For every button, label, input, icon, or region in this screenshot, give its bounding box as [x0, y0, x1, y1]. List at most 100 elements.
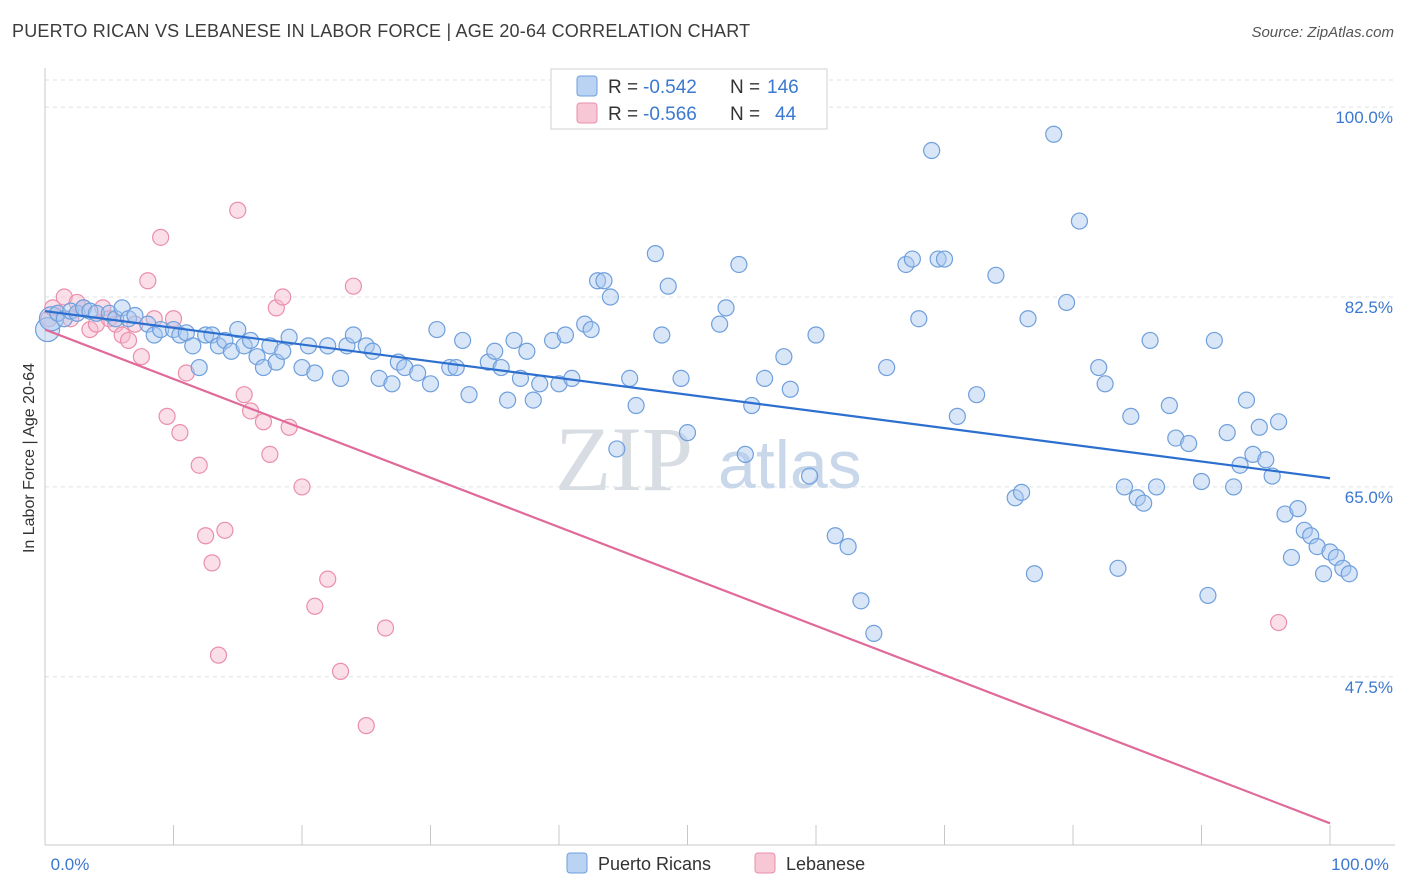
- lebanese-point-28: [229, 201, 247, 219]
- puerto-rican-point-120: [1141, 331, 1159, 350]
- puerto-rican-point-66: [550, 375, 568, 393]
- lebanese-point-26: [209, 646, 228, 664]
- source-label: Source: ZipAtlas.com: [1251, 24, 1394, 41]
- puerto-rican-point-101: [929, 250, 947, 268]
- puerto-rican-point-138: [1282, 548, 1301, 567]
- puerto-rican-point-105: [987, 266, 1005, 284]
- puerto-rican-point-21: [190, 358, 208, 377]
- puerto-rican-point-110: [1045, 125, 1063, 143]
- puerto-rican-point-7: [81, 302, 99, 320]
- puerto-rican-point-83: [717, 299, 735, 317]
- puerto-rican-point-113: [1090, 358, 1108, 377]
- puerto-rican-point-119: [1135, 494, 1153, 512]
- puerto-rican-point-71: [588, 272, 607, 290]
- puerto-rican-point-100: [923, 141, 941, 160]
- puerto-rican-point-137: [1276, 505, 1294, 523]
- puerto-rican-point-31: [254, 358, 273, 377]
- watermark-zip: ZIP: [555, 408, 693, 510]
- puerto-rican-point-42: [344, 326, 362, 344]
- puerto-rican-point-48: [396, 358, 414, 377]
- puerto-rican-point-114: [1096, 375, 1114, 393]
- lebanese-point-15: [132, 348, 150, 366]
- puerto-rican-point-33: [267, 353, 285, 371]
- lebanese-point-29: [235, 386, 253, 404]
- watermark: ZIP atlas: [555, 408, 862, 510]
- y-axis-label: In Labor Force | Age 20-64: [21, 363, 38, 553]
- puerto-rican-point-63: [524, 391, 542, 409]
- puerto-rican-point-128: [1218, 424, 1236, 442]
- puerto-rican-point-112: [1070, 212, 1089, 230]
- y-tick-label-3: 100.0%: [1335, 108, 1393, 127]
- puerto-rican-point-77: [646, 245, 664, 263]
- puerto-rican-point-145: [1327, 548, 1346, 567]
- puerto-rican-point-93: [839, 537, 857, 556]
- lebanese-point-21: [171, 424, 189, 442]
- puerto-rican-point-122: [1160, 396, 1178, 415]
- puerto-rican-point-74: [608, 440, 626, 458]
- puerto-rican-point-65: [543, 331, 562, 350]
- chart-title: PUERTO RICAN VS LEBANESE IN LABOR FORCE …: [12, 21, 751, 41]
- lebanese-point-23: [190, 456, 208, 474]
- legend-r-label-1: R =: [608, 77, 638, 98]
- puerto-rican-point-50: [421, 375, 440, 393]
- puerto-rican-point-40: [331, 369, 350, 388]
- puerto-rican-point-116: [1115, 478, 1134, 496]
- legend-swatch-pink: [576, 102, 598, 124]
- puerto-rican-point-18: [171, 326, 189, 344]
- series-legend: Puerto Ricans Lebanese: [566, 852, 865, 874]
- puerto-rican-point-56: [479, 353, 497, 371]
- puerto-rican-point-85: [736, 445, 754, 463]
- puerto-rican-point-147: [1340, 565, 1358, 583]
- puerto-rican-point-20: [184, 337, 202, 355]
- puerto-rican-point-115: [1109, 559, 1127, 577]
- x-tick-label-max: 100.0%: [1331, 855, 1389, 874]
- puerto-rican-point-75: [621, 369, 639, 388]
- puerto-rican-point-107: [1012, 483, 1031, 501]
- puerto-rican-point-79: [659, 277, 677, 295]
- legend-n-label-2: N =: [730, 104, 760, 125]
- puerto-rican-point-25: [216, 331, 234, 350]
- puerto-rican-point-109: [1025, 565, 1044, 583]
- lebanese-point-41: [357, 717, 375, 735]
- puerto-rican-point-89: [781, 380, 799, 398]
- puerto-rican-point-104: [968, 386, 986, 404]
- puerto-rican-point-45: [370, 369, 388, 388]
- puerto-rican-point-117: [1122, 407, 1140, 425]
- lebanese-point-19: [158, 407, 176, 425]
- puerto-rican-point-80: [672, 369, 690, 388]
- lebanese-point-13: [119, 331, 138, 350]
- puerto-rican-point-96: [878, 358, 896, 377]
- puerto-rican-point-92: [826, 527, 844, 545]
- lebanese-point-24: [197, 527, 215, 545]
- y-tick-label-0: 47.5%: [1345, 678, 1393, 697]
- watermark-atlas: atlas: [718, 427, 862, 503]
- puerto-rican-point-76: [627, 396, 645, 415]
- x-tick-label-min: 0.0%: [51, 855, 90, 874]
- puerto-rican-point-99: [910, 310, 928, 328]
- y-tick-label-2: 82.5%: [1345, 298, 1393, 317]
- puerto-rican-point-82: [711, 315, 729, 333]
- trend-lines: [44, 310, 1331, 825]
- puerto-rican-point-111: [1057, 293, 1076, 312]
- puerto-rican-point-127: [1205, 331, 1223, 350]
- lebanese-point-22: [177, 364, 195, 382]
- lebanese-point-33: [267, 299, 285, 317]
- lebanese-point-42: [376, 619, 395, 637]
- lebanese-point-27: [216, 521, 234, 539]
- legend-swatch-blue: [576, 75, 598, 97]
- lebanese-point-34: [274, 288, 292, 306]
- puerto-rican-point-136: [1269, 413, 1288, 431]
- lebanese-point-16: [139, 272, 157, 290]
- puerto-rican-point-53: [447, 358, 465, 377]
- lebanese-point-39: [331, 662, 350, 680]
- puerto-rican-point-46: [383, 375, 401, 393]
- puerto-rican-point-98: [903, 250, 921, 268]
- puerto-rican-point-133: [1250, 418, 1268, 436]
- trend-line-lebanese: [44, 328, 1331, 825]
- puerto-rican-point-59: [499, 391, 517, 409]
- puerto-rican-point-44: [364, 342, 382, 360]
- trend-line-puerto-ricans: [44, 310, 1331, 480]
- puerto-rican-point-88: [775, 348, 793, 366]
- y-tick-label-1: 65.0%: [1345, 488, 1393, 507]
